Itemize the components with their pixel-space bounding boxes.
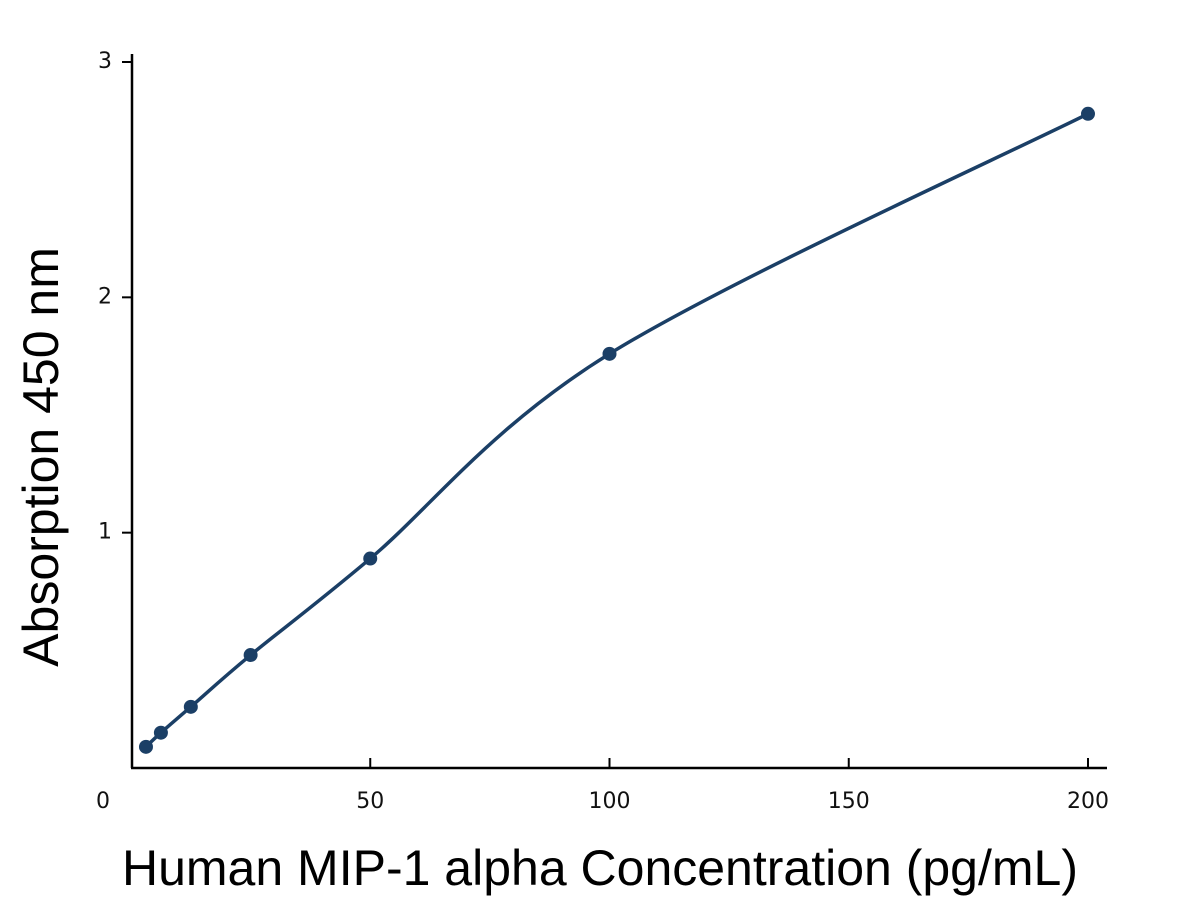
data-point	[363, 551, 378, 566]
y-tick-label-3: 3	[98, 49, 112, 74]
x-tick-label-200: 200	[1067, 789, 1109, 814]
x-axis-title: Human MIP-1 alpha Concentration (pg/mL)	[122, 840, 1078, 896]
y-tick-label-2: 2	[98, 284, 112, 309]
data-point	[153, 725, 168, 740]
fit-curve-line	[144, 112, 1090, 749]
data-points	[138, 106, 1095, 754]
x-tick-label-0: 0	[96, 789, 110, 814]
data-point	[1081, 106, 1095, 121]
x-axis: 0 50 100 150 200	[96, 758, 1109, 814]
data-point	[138, 739, 153, 754]
y-axis: 1 2 3	[98, 49, 134, 768]
y-tick-label-1: 1	[98, 520, 112, 545]
y-axis-title: Absorption 450 nm	[13, 247, 69, 667]
data-point	[183, 699, 198, 714]
x-tick-label-100: 100	[589, 789, 631, 814]
x-tick-label-150: 150	[828, 789, 870, 814]
data-point	[602, 346, 617, 361]
x-tick-label-50: 50	[356, 789, 384, 814]
data-point	[243, 648, 258, 663]
